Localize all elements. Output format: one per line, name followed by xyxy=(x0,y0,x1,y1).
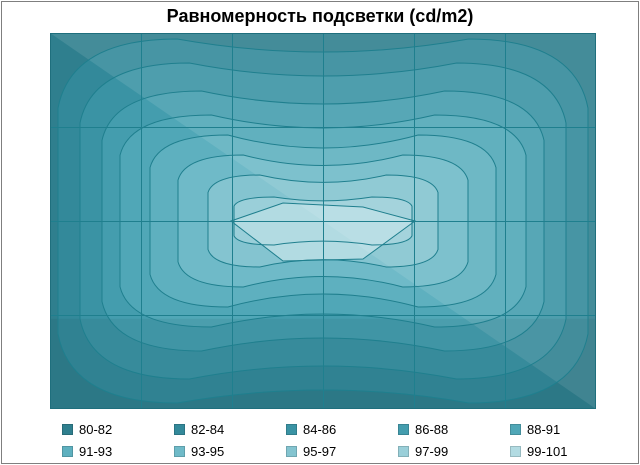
chart-title: Равномерность подсветки (cd/m2) xyxy=(166,6,474,26)
contour-line xyxy=(149,134,497,308)
contour-line xyxy=(229,202,417,262)
contour-plot xyxy=(50,33,596,409)
legend-label: 97-99 xyxy=(415,443,449,459)
contour-line xyxy=(79,62,567,380)
legend-label: 80-82 xyxy=(79,421,113,437)
legend-item: 88-91 xyxy=(510,418,622,440)
legend-swatch xyxy=(286,423,297,435)
legend-swatch xyxy=(174,423,185,435)
legend-swatch xyxy=(286,445,297,457)
legend-label: 91-93 xyxy=(79,443,113,459)
legend-swatch xyxy=(62,423,73,435)
legend-row: 80-82 82-84 84-86 86-88 88-91 xyxy=(62,418,622,440)
legend-item: 93-95 xyxy=(174,440,286,462)
contour-line xyxy=(177,154,469,288)
plot-border xyxy=(50,33,596,409)
legend-item: 82-84 xyxy=(174,418,286,440)
contour-line xyxy=(57,38,589,404)
legend-label: 99-101 xyxy=(527,443,568,459)
legend-label: 84-86 xyxy=(303,421,337,437)
legend-swatch xyxy=(398,423,409,435)
legend-item: 95-97 xyxy=(286,440,398,462)
legend-label: 86-88 xyxy=(415,421,449,437)
contour-line xyxy=(119,114,527,328)
legend-row: 91-93 93-95 95-97 97-99 99-101 xyxy=(62,440,622,462)
legend-swatch xyxy=(174,445,185,457)
legend-swatch xyxy=(398,445,409,457)
legend-label: 88-91 xyxy=(527,421,561,437)
contour-lines xyxy=(57,38,589,404)
legend-swatch xyxy=(510,423,521,435)
contour-line xyxy=(101,90,545,352)
legend-item: 86-88 xyxy=(398,418,510,440)
legend-item: 80-82 xyxy=(62,418,174,440)
legend-label: 93-95 xyxy=(191,443,225,459)
legend-label: 82-84 xyxy=(191,421,225,437)
legend-label: 95-97 xyxy=(303,443,337,459)
legend-item: 84-86 xyxy=(286,418,398,440)
contour-line xyxy=(233,196,413,246)
legend-item: 91-93 xyxy=(62,440,174,462)
legend-item: 97-99 xyxy=(398,440,510,462)
legend-item: 99-101 xyxy=(510,440,622,462)
legend-swatch xyxy=(510,445,521,457)
legend: 80-82 82-84 84-86 86-88 88-91 91-93 93-95 95-9… xyxy=(62,418,622,462)
legend-swatch xyxy=(62,445,73,457)
contour-line xyxy=(207,174,439,268)
